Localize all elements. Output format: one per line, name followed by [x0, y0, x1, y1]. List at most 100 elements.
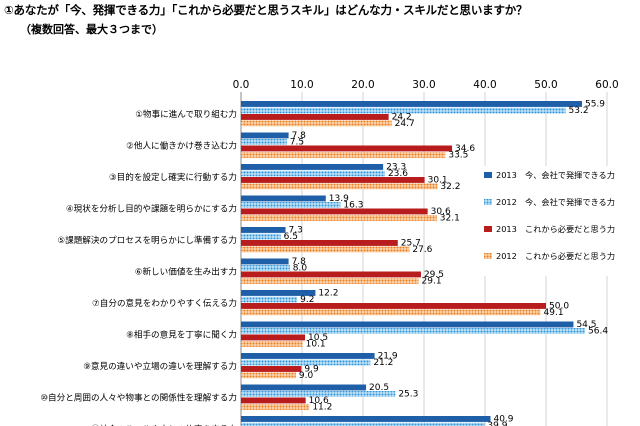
- data-label: 13.9: [329, 194, 349, 204]
- data-label: 7.8: [292, 257, 307, 267]
- x-tick-label: 20.0: [351, 79, 374, 91]
- category-label: ⑨意見の違いや立場の違いを理解する力: [83, 360, 237, 372]
- bar: [241, 215, 437, 221]
- bar: [241, 152, 446, 158]
- bar: [241, 296, 298, 303]
- data-label: 10.1: [306, 340, 326, 350]
- chart-title: ①あなたが「今、発揮できる力」「これから必要だと思うスキル」はどんな力・スキルだ…: [4, 3, 528, 17]
- bar: [241, 278, 419, 284]
- bar: [241, 271, 421, 278]
- bar: [241, 372, 296, 379]
- bar: [241, 309, 541, 316]
- x-tick-label: 10.0: [290, 79, 313, 91]
- legend-label: 2012 これから必要だと思う力: [496, 251, 615, 261]
- data-label: 50.0: [549, 302, 569, 312]
- bar: [241, 183, 438, 190]
- data-label: 23.3: [386, 163, 406, 173]
- data-label: 21.9: [378, 352, 398, 362]
- data-label: 34.6: [455, 144, 475, 154]
- bar: [241, 391, 396, 397]
- bar: [241, 366, 302, 372]
- data-label: 9.0: [299, 371, 314, 381]
- legend-swatch: [484, 199, 492, 205]
- category-label: ⑦自分の意見をわかりやすく伝える力: [92, 297, 237, 309]
- legend-swatch: [484, 172, 492, 178]
- data-label: 9.2: [300, 295, 314, 305]
- data-label: 8.0: [293, 264, 308, 274]
- data-label: 9.9: [304, 365, 319, 375]
- legend-swatch: [484, 253, 492, 259]
- x-tick-label: 40.0: [473, 79, 496, 91]
- data-label: 6.5: [284, 232, 298, 242]
- category-label: ⑩自分と周囲の人々や物事との関係性を理解する力: [40, 392, 237, 404]
- bar: [241, 397, 306, 404]
- category-label: ④現状を分析し目的や課題を明らかにする力: [66, 203, 237, 215]
- bar: [241, 353, 375, 359]
- bar: [241, 170, 385, 177]
- data-label: 7.8: [292, 131, 307, 141]
- bar: [241, 321, 574, 328]
- bar: [241, 177, 425, 183]
- category-label: ③目的を設定し確実に行動する力: [109, 171, 237, 183]
- data-label: 27.6: [412, 245, 432, 255]
- bar: [241, 145, 453, 152]
- bar: [241, 290, 316, 296]
- legend-label: 2012 今、会社で発揮できる力: [496, 197, 615, 207]
- bar: [241, 208, 428, 215]
- data-label: 40.9: [493, 415, 513, 425]
- category-label: ①物事に進んで取り組む力: [135, 108, 237, 120]
- bar: [241, 303, 546, 309]
- data-label: 20.5: [369, 383, 389, 393]
- data-label: 30.1: [428, 176, 448, 186]
- legend-box: [480, 166, 634, 276]
- data-label: 32.2: [440, 182, 460, 192]
- bar: [241, 359, 371, 366]
- data-label: 29.5: [424, 270, 444, 280]
- bar: [241, 132, 289, 139]
- bar: [241, 202, 341, 208]
- bar: [241, 422, 485, 426]
- data-label: 21.2: [373, 358, 393, 368]
- legend-label: 2013 これから必要だと思う力: [496, 224, 615, 234]
- bar: [241, 328, 586, 334]
- bar: [241, 164, 384, 170]
- bar: [241, 384, 367, 391]
- bar: [241, 107, 566, 114]
- data-label: 30.6: [431, 207, 451, 217]
- data-label: 55.9: [585, 100, 605, 110]
- bar: [241, 120, 392, 127]
- bar: [241, 246, 410, 253]
- data-label: 24.7: [395, 119, 415, 129]
- data-label: 24.2: [392, 113, 412, 123]
- data-label: 25.7: [401, 239, 421, 249]
- bar: [241, 240, 398, 246]
- bar: [241, 341, 303, 347]
- data-label: 39.9: [487, 421, 507, 426]
- bar: [241, 227, 286, 233]
- category-label: ⑪社会のルールや人との約束を守る力: [91, 423, 237, 426]
- data-label: 49.1: [544, 308, 564, 318]
- data-label: 32.1: [440, 214, 460, 224]
- data-label: 29.1: [422, 277, 442, 287]
- bar: [241, 404, 310, 410]
- bar: [241, 334, 306, 341]
- data-label: 53.2: [569, 106, 589, 116]
- bar: [241, 265, 290, 271]
- bar: [241, 416, 491, 422]
- bar: [241, 233, 281, 240]
- x-tick-label: 50.0: [534, 79, 557, 91]
- category-label: ⑤課題解決のプロセスを明らかにし準備する力: [57, 234, 237, 246]
- legend-swatch: [484, 226, 492, 232]
- bar: [241, 258, 289, 265]
- data-label: 10.6: [309, 396, 329, 406]
- data-label: 23.6: [388, 169, 408, 179]
- category-label: ②他人に働きかけ巻き込む力: [126, 140, 237, 152]
- data-label: 10.5: [308, 333, 328, 343]
- data-label: 56.4: [588, 327, 608, 337]
- bar: [241, 114, 389, 120]
- data-label: 16.3: [343, 201, 363, 211]
- category-label: ⑥新しい価値を生み出す力: [135, 266, 237, 278]
- x-tick-label: 60.0: [595, 79, 618, 91]
